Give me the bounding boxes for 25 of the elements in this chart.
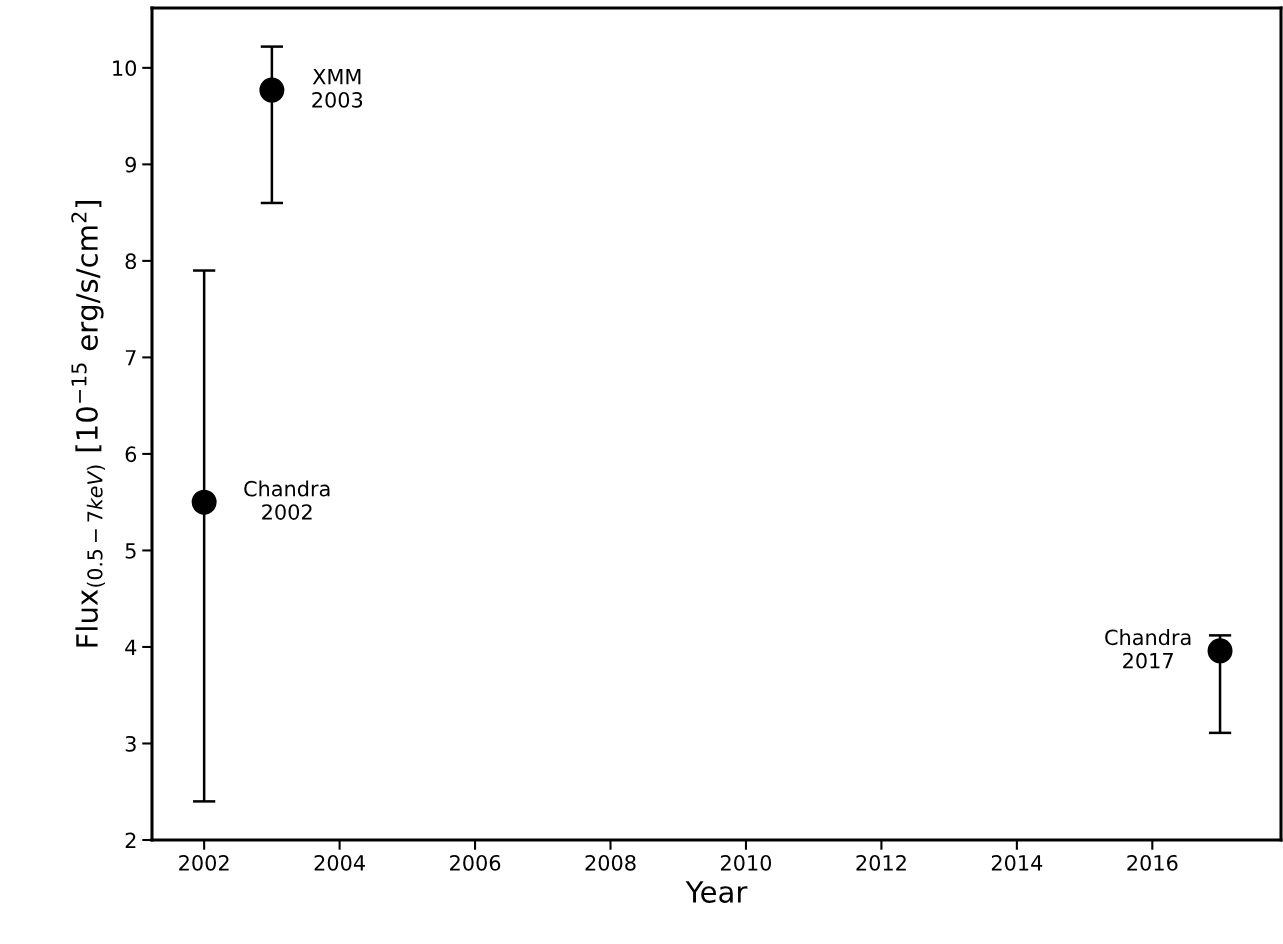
x-axis-title: Year [685,881,748,903]
x-tick-label: 2010 [720,854,772,871]
x-tick-label: 2006 [450,854,501,871]
y-tick-label: 10 [113,60,137,77]
y-tick-label: 5 [125,543,136,559]
y-tick-label: 3 [125,735,136,752]
x-tick-label: 2016 [1127,854,1178,871]
point [259,77,285,103]
y-axis-title: Flux$_{(0.5−7keV)}$ [10$^{−15}$ erg/s/cm$^{2}$] [71,201,106,647]
y-tick-label: 6 [125,446,137,463]
x-tick-label: 2004 [314,854,365,871]
annotation: XMM 2003 [312,68,363,108]
x-tick-label: 2012 [856,854,906,871]
point [191,489,217,515]
annotation: Chandra 2017 [1105,629,1191,669]
y-tick-label: 7 [125,350,136,366]
x-tick-label: 2008 [585,854,636,871]
x-tick-label: 2002 [179,854,229,871]
y-tick-label: 8 [125,253,136,270]
annotation: Chandra 2002 [244,480,330,520]
y-tick-label: 9 [125,156,136,173]
x-tick-label: 2014 [991,854,1043,871]
y-tick-label: 2 [125,832,136,848]
y-tick-label: 4 [125,639,137,655]
point [1207,638,1233,664]
